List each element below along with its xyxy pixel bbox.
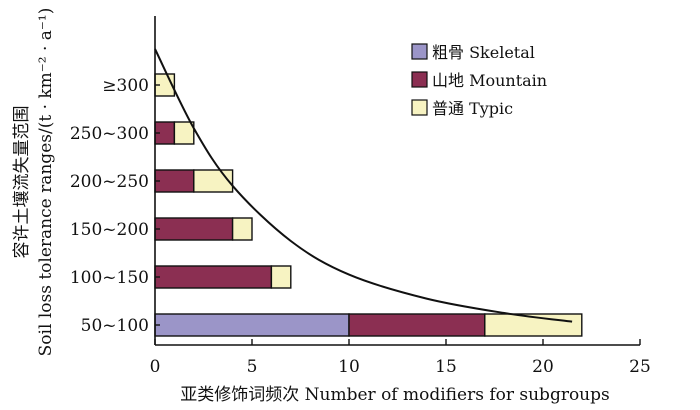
- trend-curve-layer: [154, 48, 573, 323]
- bar-segment: [154, 169, 195, 193]
- x-tick-label: 15: [435, 357, 457, 377]
- legend-label: 粗骨 Skeletal: [432, 43, 535, 62]
- legend-swatch: [411, 43, 428, 60]
- bar-segment: [193, 169, 234, 193]
- bar-segment: [154, 265, 273, 289]
- x-tick-label: 5: [247, 357, 258, 377]
- bar-segment: [270, 265, 292, 289]
- legend-label: 山地 Mountain: [432, 71, 547, 90]
- legend: 粗骨 Skeletal 山地 Mountain 普通 Typic: [411, 43, 547, 118]
- y-tick-label: 200~250: [70, 172, 149, 192]
- x-tick-label: 25: [629, 357, 651, 377]
- y-axis-title-english: Soil loss tolerance ranges/(t · km⁻² · a…: [36, 8, 56, 357]
- axes: 50~100 100~150 150~200 200~250 250~300 ≥300 0 5…: [70, 16, 651, 377]
- y-axis-title-chinese: 容许土壤流失量范围: [11, 106, 32, 259]
- bar-segment: [173, 121, 195, 145]
- x-tick-label: 20: [532, 357, 554, 377]
- trend-curve: [154, 48, 573, 323]
- legend-swatch: [411, 99, 428, 116]
- y-tick-label: 100~150: [70, 268, 149, 288]
- x-axis-title: 亚类修饰词频次 Number of modifiers for subgroup…: [180, 385, 610, 405]
- bar-segment: [154, 217, 234, 241]
- y-tick-label: ≥300: [102, 76, 149, 96]
- bar-segment: [154, 313, 350, 337]
- legend-label: 普通 Typic: [432, 99, 513, 118]
- bar-segment: [231, 217, 253, 241]
- y-tick-label: 50~100: [81, 316, 149, 336]
- x-tick-label: 0: [150, 357, 161, 377]
- x-tick-label: 10: [338, 357, 360, 377]
- legend-swatch: [411, 71, 428, 88]
- y-tick-label: 150~200: [70, 220, 149, 240]
- plot-area: [154, 73, 583, 337]
- bar-segment: [348, 313, 486, 337]
- y-tick-label: 250~300: [70, 124, 149, 144]
